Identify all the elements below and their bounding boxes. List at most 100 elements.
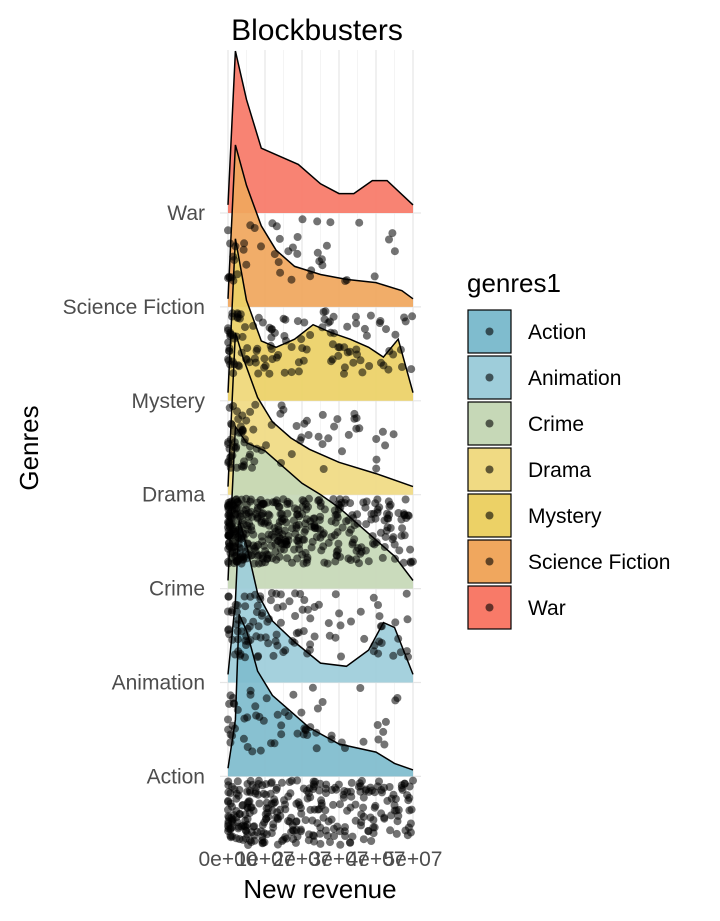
data-point: [301, 816, 310, 825]
data-point: [302, 505, 311, 514]
data-point: [352, 414, 361, 423]
data-point: [227, 499, 236, 508]
data-point: [293, 729, 302, 738]
data-point: [336, 503, 345, 512]
data-point: [370, 641, 379, 650]
data-point: [394, 634, 403, 643]
data-point: [276, 534, 285, 543]
data-point: [279, 495, 288, 504]
data-point: [369, 647, 378, 656]
data-point: [331, 557, 340, 566]
data-point: [273, 840, 282, 849]
legend-label: War: [528, 597, 566, 620]
data-point: [292, 422, 301, 430]
data-point: [342, 517, 351, 526]
data-point: [310, 782, 318, 791]
data-point: [388, 535, 397, 544]
data-point: [280, 708, 289, 717]
y-axis-title: Genres: [14, 405, 44, 490]
data-point: [228, 606, 237, 615]
data-point: [257, 242, 265, 251]
y-tick-label: Drama: [142, 484, 205, 507]
data-point: [326, 218, 335, 227]
data-point: [224, 796, 233, 805]
data-point: [239, 734, 248, 743]
data-point: [407, 365, 416, 374]
data-point: [375, 612, 384, 621]
data-point: [224, 625, 233, 634]
data-point: [330, 422, 339, 431]
data-point: [356, 607, 365, 616]
data-point: [299, 356, 308, 365]
data-point: [303, 555, 312, 564]
data-point: [318, 530, 327, 539]
data-point: [280, 332, 289, 340]
data-point: [254, 622, 263, 631]
data-point: [403, 791, 412, 800]
x-axis-title: New revenue: [243, 874, 396, 904]
data-point: [313, 704, 322, 713]
data-point: [318, 698, 327, 706]
data-point: [274, 258, 283, 267]
data-point: [306, 805, 315, 814]
data-point: [337, 738, 346, 747]
data-point: [312, 533, 321, 541]
data-point: [307, 522, 316, 531]
data-point: [293, 249, 302, 258]
data-point: [338, 447, 346, 456]
data-point: [294, 520, 303, 529]
data-point: [316, 829, 325, 838]
legend-key-dot: [485, 603, 494, 612]
data-point: [372, 455, 381, 464]
data-point: [295, 540, 304, 549]
data-point: [251, 702, 260, 711]
y-tick-labels: Action Animation Crime Drama Mystery Science …: [63, 202, 206, 788]
data-point: [309, 831, 317, 840]
data-point: [228, 832, 237, 841]
data-point: [346, 838, 355, 847]
data-point: [226, 360, 235, 369]
data-point: [243, 540, 252, 548]
data-point: [368, 532, 377, 541]
legend-key-dot: [485, 465, 494, 474]
data-point: [233, 777, 242, 786]
data-point: [370, 803, 379, 812]
data-point: [233, 818, 242, 827]
data-point: [312, 728, 321, 737]
data-point: [308, 683, 317, 692]
data-point: [236, 310, 245, 319]
data-point: [279, 602, 287, 611]
data-point: [225, 813, 233, 822]
data-point: [252, 346, 261, 355]
data-point: [401, 495, 410, 504]
data-point: [239, 245, 248, 254]
data-point: [254, 776, 263, 785]
data-point: [293, 554, 302, 563]
data-point: [317, 546, 326, 555]
data-point: [387, 794, 396, 803]
data-point: [264, 615, 273, 623]
data-point: [291, 589, 300, 598]
x-tick-label: 3e+07: [310, 848, 369, 871]
data-point: [260, 363, 269, 372]
data-point: [323, 831, 332, 840]
data-point: [366, 311, 375, 320]
data-point: [294, 367, 303, 376]
data-point: [335, 609, 344, 618]
density-area-war: [228, 51, 413, 213]
data-point: [242, 510, 251, 518]
data-point: [356, 356, 365, 365]
data-point: [278, 778, 286, 787]
legend-key-dot: [485, 419, 494, 428]
data-point: [254, 369, 263, 378]
data-point: [318, 440, 327, 449]
data-point: [329, 800, 338, 809]
data-point: [269, 651, 278, 660]
data-point: [335, 827, 344, 836]
x-tick-label: 4e+07: [347, 848, 406, 871]
data-point: [359, 793, 368, 802]
data-point: [247, 495, 255, 504]
density-outline-mystery: [227, 238, 414, 393]
data-point: [391, 618, 400, 627]
